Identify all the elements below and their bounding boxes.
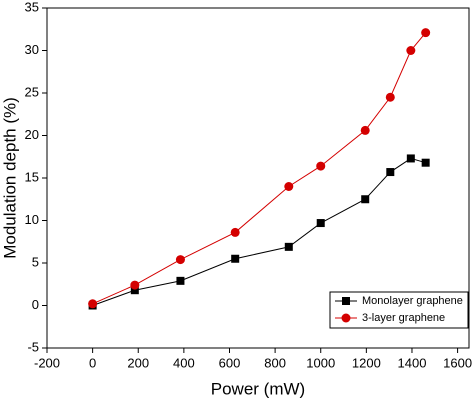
y-tick-label: 35	[25, 0, 39, 14]
x-tick-label: 1000	[306, 355, 335, 370]
data-point	[316, 161, 326, 171]
data-point	[385, 92, 395, 102]
y-tick-label: 30	[25, 42, 39, 57]
y-axis-title: Modulation depth (%)	[0, 97, 19, 259]
y-tick-label: 10	[25, 212, 39, 227]
x-tick-label: 1400	[398, 355, 427, 370]
data-point	[176, 276, 185, 285]
data-point	[130, 280, 140, 290]
x-tick-label: 0	[89, 355, 96, 370]
x-axis-title: Power (mW)	[211, 379, 305, 398]
data-point	[88, 299, 98, 309]
data-point	[230, 227, 240, 237]
x-tick-label: 200	[127, 355, 149, 370]
x-tick-label: 800	[264, 355, 286, 370]
y-tick-label: 5	[32, 254, 39, 269]
data-point	[130, 286, 139, 295]
legend-box	[329, 291, 469, 329]
x-tick-label: -200	[34, 355, 60, 370]
y-tick-label: 15	[25, 169, 39, 184]
legend-marker	[341, 313, 351, 323]
data-point	[406, 46, 416, 55]
legend-label: Monolayer graphene	[362, 295, 463, 307]
data-point	[316, 219, 325, 228]
x-tick-label: 1200	[352, 355, 381, 370]
x-tick-label: 1600	[443, 355, 472, 370]
y-tick-label: 20	[25, 127, 39, 142]
data-point	[284, 182, 294, 191]
data-point	[421, 28, 431, 38]
data-point	[175, 255, 185, 265]
x-tick-label: 600	[219, 355, 241, 370]
data-point	[361, 195, 370, 204]
y-tick-label: 0	[32, 297, 39, 312]
series-line	[92, 32, 427, 305]
legend-marker	[342, 297, 350, 305]
data-point	[284, 242, 293, 251]
data-point	[360, 125, 370, 135]
legend-label: 3-layer graphene	[362, 312, 445, 324]
y-tick-label: 25	[25, 84, 39, 99]
data-point	[406, 154, 415, 163]
x-tick-label: 400	[173, 355, 195, 370]
data-point	[386, 168, 395, 177]
y-tick-label: -5	[27, 339, 39, 354]
series-line	[92, 157, 426, 306]
data-point	[421, 158, 430, 167]
data-point	[231, 254, 240, 263]
